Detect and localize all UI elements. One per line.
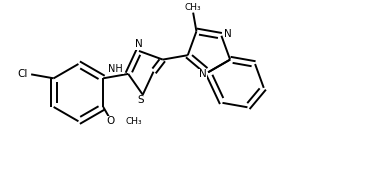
Text: N: N — [198, 69, 206, 79]
Text: S: S — [138, 95, 144, 105]
Text: Cl: Cl — [18, 69, 28, 79]
Text: NH: NH — [108, 64, 123, 74]
Text: CH₃: CH₃ — [125, 117, 142, 126]
Text: CH₃: CH₃ — [185, 3, 201, 12]
Text: N: N — [135, 39, 143, 49]
Text: O: O — [106, 116, 115, 126]
Text: N: N — [224, 29, 232, 39]
